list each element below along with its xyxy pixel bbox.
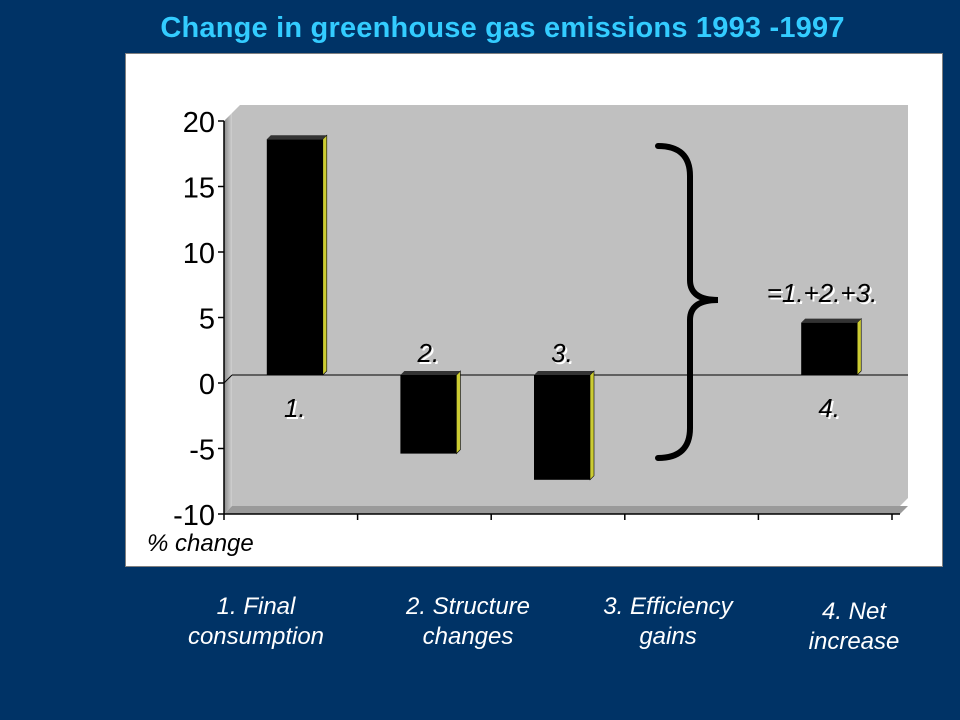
bar-side <box>456 370 461 455</box>
y-tick-label: -5 <box>189 435 215 467</box>
y-tick-label: 20 <box>183 107 215 139</box>
bar <box>534 375 590 480</box>
bar-label-shadow: 1. <box>286 395 308 425</box>
y-tick-label: 5 <box>199 304 215 336</box>
bar-label: 4. <box>818 393 840 423</box>
y-axis-label: % change <box>147 530 254 557</box>
annotation: =1.+2.+3. <box>767 278 878 308</box>
side-wall <box>224 113 232 514</box>
bar-top <box>400 371 461 375</box>
zero-line-depth <box>223 374 233 384</box>
bar-label-shadow: 2. <box>419 340 442 370</box>
annotation-shadow: =1.+2.+3. <box>769 280 880 310</box>
y-tick-label: -10 <box>173 500 215 532</box>
bar <box>266 139 323 375</box>
y-tick-label: 0 <box>199 369 215 401</box>
brace <box>655 143 719 461</box>
bar-top <box>801 318 862 323</box>
bar-top <box>534 371 594 375</box>
bar-label: 1. <box>284 393 306 423</box>
bar-side <box>322 134 328 376</box>
bar <box>801 322 858 375</box>
y-tick-label: 15 <box>183 173 215 205</box>
bar-label-shadow: 3. <box>553 340 575 370</box>
category-label: 1. Final consumption <box>187 593 325 650</box>
bar-side <box>589 370 595 481</box>
category-label: 4. Net increase <box>808 598 900 655</box>
bar-label: 3. <box>551 338 573 368</box>
bar-label-shadow: 4. <box>820 395 842 425</box>
category-label: 3. Efficiency gains <box>603 593 733 650</box>
floor <box>224 506 908 514</box>
category-label: 2. Structure changes <box>405 593 531 650</box>
y-tick-label: 10 <box>183 238 215 270</box>
bar-top <box>266 135 327 140</box>
bar <box>400 375 457 454</box>
bar-label: 2. <box>417 338 440 368</box>
bar-side <box>856 317 862 376</box>
chart-title: Change in greenhouse gas emissions 1993 … <box>160 12 845 44</box>
